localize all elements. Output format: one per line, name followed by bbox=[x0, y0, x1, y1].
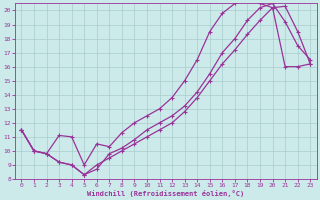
X-axis label: Windchill (Refroidissement éolien,°C): Windchill (Refroidissement éolien,°C) bbox=[87, 190, 244, 197]
